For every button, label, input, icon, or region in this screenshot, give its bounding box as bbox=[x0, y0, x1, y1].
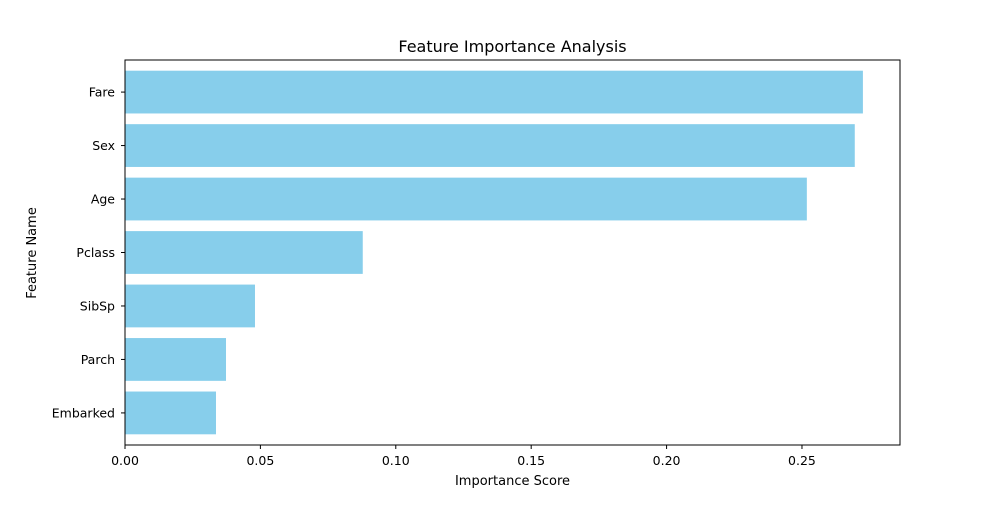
x-tick-label: 0.05 bbox=[246, 453, 274, 468]
x-tick-label: 0.10 bbox=[382, 453, 410, 468]
x-axis-label: Importance Score bbox=[455, 474, 570, 489]
bar-age bbox=[125, 177, 807, 221]
x-tick-label: 0.20 bbox=[653, 453, 681, 468]
x-tick-label: 0.25 bbox=[788, 453, 816, 468]
y-axis-label: Feature Name bbox=[25, 207, 40, 299]
bar-pclass bbox=[125, 231, 363, 274]
y-tick-label: Age bbox=[91, 192, 115, 207]
y-tick-label: SibSp bbox=[80, 298, 115, 313]
y-tick-label: Pclass bbox=[76, 245, 115, 260]
x-tick-label: 0.00 bbox=[111, 453, 139, 468]
y-tick-label: Fare bbox=[89, 85, 116, 100]
bar-sibsp bbox=[125, 284, 255, 328]
x-tick-label: 0.15 bbox=[517, 453, 545, 468]
bar-embarked bbox=[125, 391, 216, 435]
y-tick-label: Sex bbox=[92, 138, 115, 153]
plot-area: Fare Sex Age Pclass SibSp Parch Embarked 0.00 0.… bbox=[52, 59, 901, 468]
bar-parch bbox=[125, 338, 227, 381]
y-tick-label: Embarked bbox=[52, 405, 115, 420]
bar-fare bbox=[125, 70, 863, 114]
bar-sex bbox=[125, 124, 855, 167]
chart-title: Feature Importance Analysis bbox=[398, 37, 626, 56]
y-tick-label: Parch bbox=[81, 352, 115, 367]
